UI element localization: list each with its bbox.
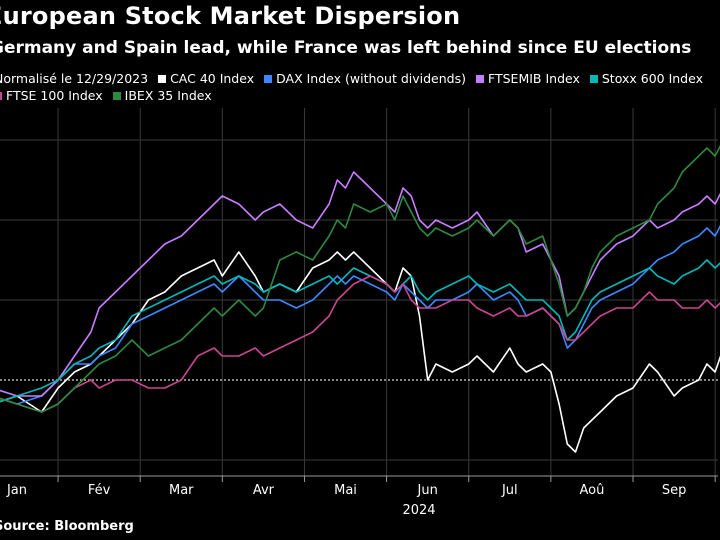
legend-swatch [476,74,484,83]
legend-item-ibex35: IBEX 35 Index [112,87,212,104]
x-tick-label: Sep [662,483,687,498]
series-line [0,171,720,397]
legend-swatch [158,74,167,83]
legend-row-2: FTSE 100 Index IBEX 35 Index [0,87,720,104]
x-tick-label: Avr [253,483,275,498]
legend-item-ftsemib: FTSEMIB Index [476,70,580,87]
source-note: Source: Bloomberg [0,519,134,534]
chart-title: European Stock Market Dispersion [0,2,461,30]
series-line [0,144,720,413]
legend-item-cac40: CAC 40 Index [158,70,254,87]
x-tick-label: Fév [88,483,111,498]
legend-item-stoxx600: Stoxx 600 Index [589,70,703,87]
legend-normalized-note: Normalisé le 12/29/2023 [0,71,149,86]
legend-label: CAC 40 Index [170,71,255,86]
x-tick-label: Mar [169,483,194,498]
series-line [0,259,720,403]
x-tick-label: Jan [6,483,27,498]
legend-swatch [589,74,598,83]
legend-label: Stoxx 600 Index [601,71,703,86]
series-line [0,275,720,413]
legend-label: IBEX 35 Index [124,88,212,103]
legend-item-ftse100: FTSE 100 Index [0,87,103,104]
legend-item-dax: DAX Index (without dividends) [264,70,466,87]
legend-label: DAX Index (without dividends) [276,71,466,86]
legend-label: FTSEMIB Index [488,71,580,86]
chart-legend: Normalisé le 12/29/2023 CAC 40 Index DAX… [0,70,720,104]
x-tick-label: Aoû [580,483,605,498]
x-axis-label: 2024 [402,503,435,518]
x-tick-label: Jul [501,483,518,498]
x-tick-label: Jun [417,483,438,498]
x-tick-label: Mai [334,483,357,498]
series-line [0,251,720,453]
legend-row-1: Normalisé le 12/29/2023 CAC 40 Index DAX… [0,70,720,87]
chart-subtitle: Germany and Spain lead, while France was… [0,38,692,58]
legend-swatch [264,74,273,83]
legend-swatch [112,91,121,100]
legend-label: FTSE 100 Index [6,88,103,103]
legend-swatch [0,91,2,100]
